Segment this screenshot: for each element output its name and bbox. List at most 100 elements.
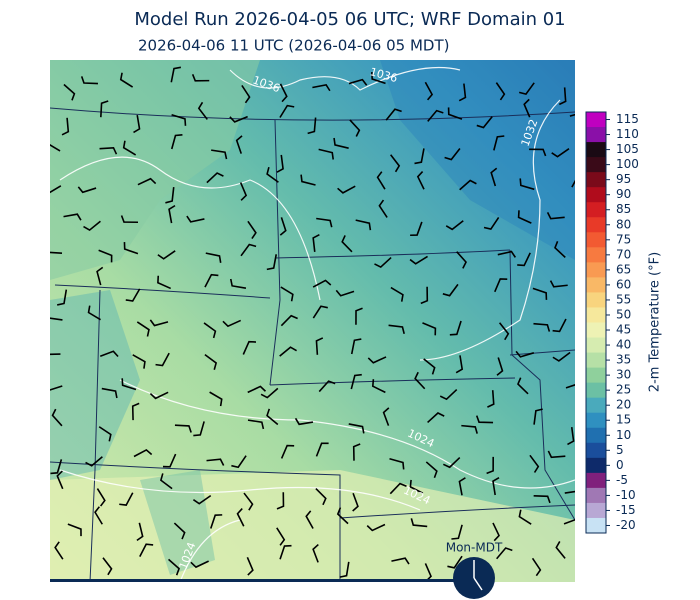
wind-barb xyxy=(549,280,568,288)
wind-barb xyxy=(495,82,506,101)
wind-barb xyxy=(517,210,532,224)
wind-barb xyxy=(168,204,176,224)
wind-barb xyxy=(389,457,405,470)
wind-barb xyxy=(63,83,76,101)
wind-barb xyxy=(487,390,495,408)
wind-barb xyxy=(461,424,478,434)
colorbar-cell xyxy=(586,352,606,369)
colorbar-cell xyxy=(586,112,606,128)
wind-barb xyxy=(518,82,535,96)
wind-barb xyxy=(341,235,353,253)
wind-barb xyxy=(56,470,64,490)
colorbar-cell xyxy=(586,262,606,278)
colorbar-tick-label: 30 xyxy=(616,368,631,382)
wind-barb xyxy=(409,255,428,265)
wind-barb xyxy=(551,148,570,158)
wind-barb xyxy=(390,286,404,302)
colorbar-tick-label: 10 xyxy=(616,428,631,442)
colorbar-cell xyxy=(586,382,606,399)
wind-barb xyxy=(571,179,575,188)
wind-barb xyxy=(231,455,247,469)
wind-barb xyxy=(133,114,141,134)
wind-barb xyxy=(416,170,425,190)
wind-barb xyxy=(235,135,243,154)
wind-barb xyxy=(206,458,225,466)
wind-barb xyxy=(517,377,529,395)
wind-barb xyxy=(567,427,575,446)
wind-barb xyxy=(239,182,248,201)
wind-barb xyxy=(50,185,62,194)
wind-barb xyxy=(54,541,64,560)
wind-barb xyxy=(312,233,320,252)
colorbar-cell xyxy=(586,142,606,158)
wind-barb xyxy=(318,380,336,393)
wind-barb xyxy=(427,109,444,122)
wind-barb xyxy=(385,108,402,121)
colorbar-cell xyxy=(586,202,606,218)
wind-barb xyxy=(492,476,500,496)
wind-barb xyxy=(350,373,362,390)
wind-barb xyxy=(439,388,458,401)
colorbar-tick-label: 90 xyxy=(616,187,631,201)
wind-barb xyxy=(229,278,247,290)
colorbar-cell xyxy=(586,367,606,384)
colorbar-tick-label: 105 xyxy=(616,142,639,156)
wind-barb xyxy=(519,178,535,191)
wind-barb xyxy=(388,324,405,334)
wind-barb xyxy=(157,250,176,260)
wind-barb xyxy=(241,84,251,104)
wind-barb xyxy=(139,543,154,558)
wind-barb xyxy=(190,560,209,569)
colorbar-cell xyxy=(586,397,606,414)
wind-barb xyxy=(155,352,170,367)
wind-barb xyxy=(87,305,101,321)
wind-barb xyxy=(409,479,424,494)
wind-barb xyxy=(203,322,217,339)
colorbar-tick-label: 100 xyxy=(616,157,639,171)
wind-barb xyxy=(276,492,285,510)
colorbar-tick-label: 35 xyxy=(616,353,631,367)
wind-barb xyxy=(173,522,186,540)
wind-barb xyxy=(312,279,332,288)
wind-barb xyxy=(376,171,386,190)
colorbar-tick-label: 85 xyxy=(616,202,631,216)
wind-barb xyxy=(170,66,182,83)
wind-barb xyxy=(63,213,82,221)
wind-barb xyxy=(493,135,505,151)
colorbar-cell xyxy=(586,232,606,248)
wind-barb xyxy=(50,459,63,475)
wind-barb xyxy=(483,216,500,230)
wind-barb xyxy=(315,337,324,355)
wind-barb xyxy=(569,113,575,117)
wind-barb xyxy=(240,243,257,257)
wind-barb xyxy=(193,421,205,437)
wind-barb xyxy=(367,356,387,364)
wind-barb xyxy=(458,477,466,496)
wind-barb xyxy=(315,487,327,506)
wind-barb xyxy=(99,147,118,155)
wind-barb xyxy=(170,133,183,150)
wind-barb xyxy=(99,350,119,358)
wind-barb xyxy=(266,167,279,183)
clock-label: Mon-MDT xyxy=(446,541,503,555)
colorbar-frame xyxy=(585,111,607,534)
wind-barb xyxy=(555,541,566,559)
wind-barb xyxy=(50,353,61,356)
wind-barb xyxy=(486,456,494,475)
wind-barb xyxy=(427,412,445,424)
colorbar-tick-label: 75 xyxy=(616,232,631,246)
wind-barb xyxy=(101,387,118,399)
wind-barb xyxy=(442,283,459,297)
wind-barb xyxy=(424,81,434,101)
wind-barb xyxy=(77,186,97,194)
wind-barb xyxy=(266,254,278,271)
wind-barb xyxy=(94,506,103,525)
wind-barb xyxy=(349,119,361,137)
colorbar-tick-label: 5 xyxy=(616,443,624,457)
colorbar-cell xyxy=(586,307,606,323)
wind-barb xyxy=(61,117,70,136)
wind-barb xyxy=(529,148,547,157)
colorbar-tick-label: 50 xyxy=(616,307,631,321)
wind-barb xyxy=(414,371,426,390)
wind-barb xyxy=(442,456,461,469)
